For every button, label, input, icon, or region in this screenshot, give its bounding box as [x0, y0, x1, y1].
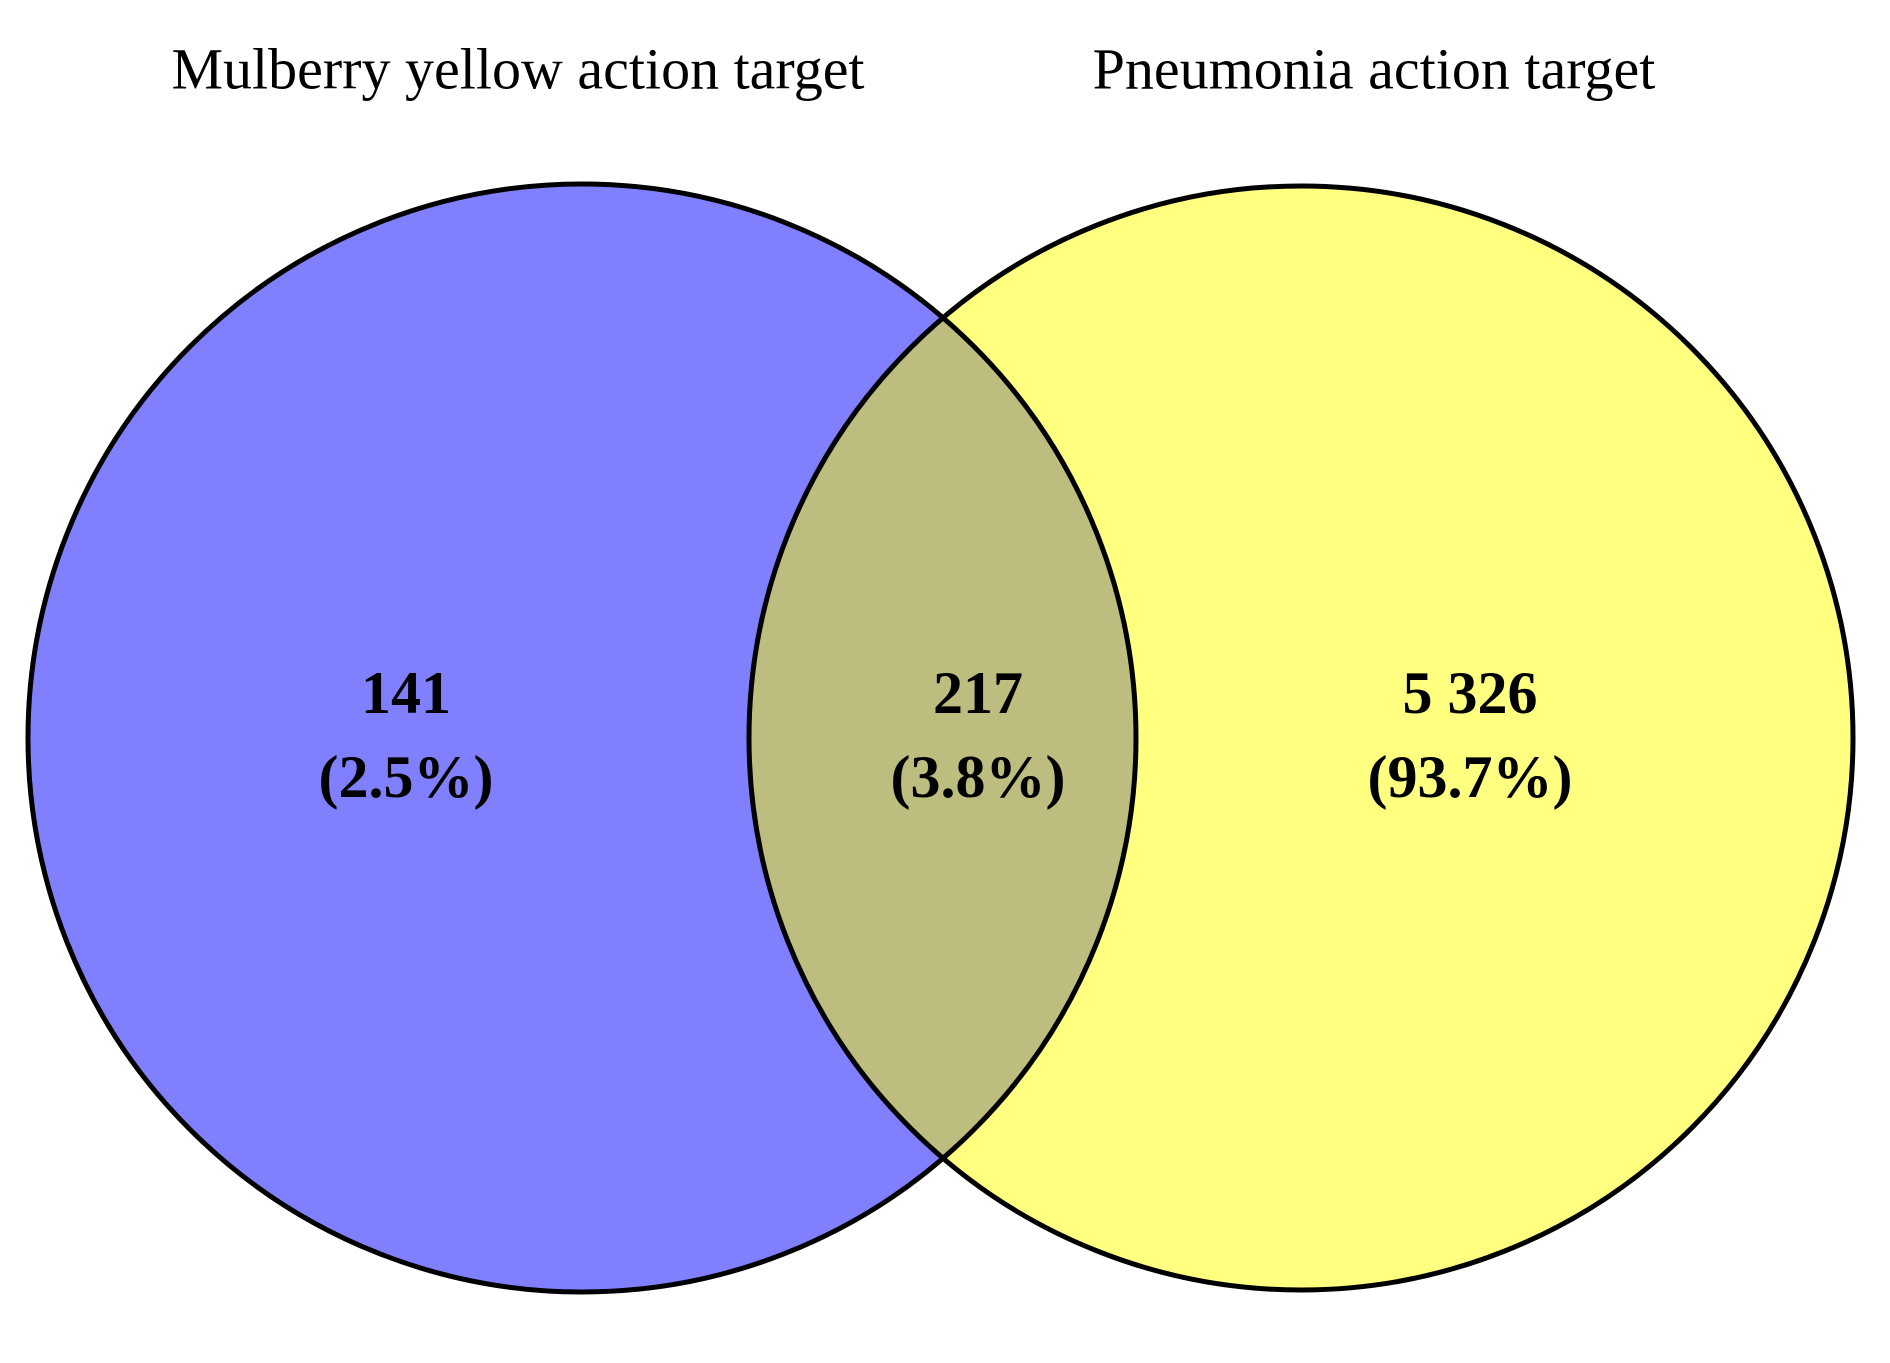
set-title: Mulberry yellow action target: [171, 36, 864, 101]
region-count: 5 326: [1403, 660, 1538, 726]
set-outline: [25, 181, 1139, 1295]
set-outline: [746, 183, 1856, 1293]
region-percent: (93.7%): [1368, 744, 1573, 810]
region-count: 217: [933, 660, 1023, 726]
region-percent: (2.5%): [319, 744, 494, 810]
set-title: Pneumonia action target: [1093, 36, 1656, 101]
region-percent: (3.8%): [891, 744, 1066, 810]
overlap-region: [749, 186, 1136, 1290]
region-count: 141: [361, 660, 451, 726]
